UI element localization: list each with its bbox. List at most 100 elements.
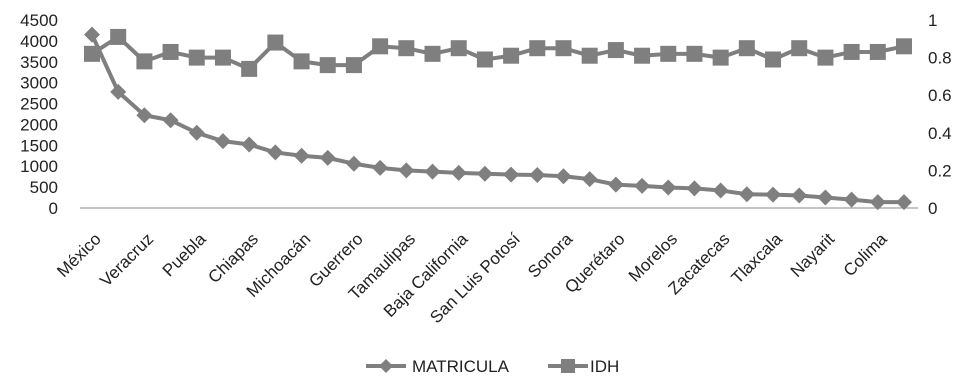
square-marker: [765, 51, 782, 68]
square-marker: [561, 359, 575, 373]
legend-label: IDH: [590, 357, 619, 376]
diamond-marker: [214, 133, 231, 150]
x-tick-label: México: [53, 229, 105, 281]
series-layer: [84, 26, 912, 211]
y-right-tick-label: 1: [928, 11, 937, 30]
y-right-tick-label: 0: [928, 199, 937, 218]
y-left-tick-label: 1000: [20, 157, 58, 176]
diamond-marker: [555, 168, 572, 185]
diamond-marker: [476, 165, 493, 182]
diamond-marker: [843, 191, 860, 208]
square-marker: [817, 49, 834, 66]
diamond-marker: [738, 186, 755, 203]
diamond-marker: [450, 164, 467, 181]
square-marker: [162, 43, 179, 60]
square-marker: [241, 60, 258, 77]
square-marker: [372, 38, 389, 55]
diamond-marker: [686, 180, 703, 197]
square-marker: [84, 45, 100, 62]
diamond-marker: [503, 166, 520, 183]
x-tick-label: Nayarit: [787, 229, 839, 281]
y-left-tick-label: 1500: [20, 136, 58, 155]
series-line: [90, 33, 904, 205]
diamond-marker: [896, 194, 912, 211]
y-left-tick-label: 3500: [20, 53, 58, 72]
y-right-tick-label: 0.4: [928, 124, 952, 143]
square-marker: [581, 47, 598, 64]
diamond-marker: [379, 359, 393, 373]
square-marker: [450, 40, 467, 57]
legend-label: MATRICULA: [412, 357, 510, 376]
diamond-marker: [372, 159, 389, 176]
diamond-marker: [712, 182, 729, 199]
x-tick-label: Puebla: [159, 229, 210, 280]
y-left-tick-label: 2000: [20, 115, 58, 134]
square-marker: [319, 57, 336, 74]
square-marker: [476, 51, 493, 68]
square-marker: [503, 47, 520, 64]
diamond-marker: [267, 144, 284, 161]
y-left-tick-label: 2500: [20, 95, 58, 114]
y-left-tick-label: 3000: [20, 74, 58, 93]
x-tick-label: Tlaxcala: [728, 229, 787, 288]
diamond-marker: [765, 186, 782, 203]
diamond-marker: [136, 107, 153, 124]
x-tick-label: Colima: [840, 229, 891, 280]
diamond-marker: [607, 176, 624, 193]
diamond-marker: [398, 162, 415, 179]
diamond-marker: [817, 189, 834, 206]
legend-item-idh: IDH: [548, 357, 619, 376]
diamond-marker: [660, 179, 677, 196]
square-marker: [398, 40, 415, 57]
diamond-marker: [162, 112, 179, 129]
y-right-tick-label: 0.2: [928, 161, 952, 180]
square-marker: [607, 42, 624, 59]
diamond-marker: [188, 124, 205, 141]
square-marker: [555, 40, 572, 57]
diamond-marker: [84, 26, 100, 43]
square-marker: [712, 49, 729, 66]
diamond-marker: [241, 136, 258, 153]
square-marker: [267, 34, 284, 51]
y-right-tick-label: 0.6: [928, 86, 952, 105]
x-tick-label: San Luis Potosí: [426, 229, 524, 327]
x-tick-label: Veracruz: [96, 229, 157, 290]
square-marker: [869, 43, 886, 60]
square-marker: [896, 38, 912, 55]
square-marker: [660, 45, 677, 62]
diamond-marker: [110, 83, 127, 100]
legend: MATRICULA IDH: [366, 357, 619, 376]
diamond-marker: [529, 166, 546, 183]
square-marker: [738, 40, 755, 57]
square-marker: [136, 53, 153, 70]
diamond-marker: [791, 187, 808, 204]
y-left-tick-label: 500: [30, 178, 58, 197]
square-marker: [110, 28, 127, 45]
series-idh: [84, 28, 912, 77]
y-left-tick-label: 0: [49, 199, 58, 218]
square-marker: [843, 43, 860, 60]
square-marker: [686, 45, 703, 62]
diamond-marker: [634, 177, 651, 194]
y-left-tick-label: 4500: [20, 11, 58, 30]
y-right-tick-label: 0.8: [928, 49, 952, 68]
x-tick-label: Sonora: [524, 229, 577, 282]
y-right-ticks: 0 0.2 0.4 0.6 0.8 1: [928, 11, 952, 218]
square-marker: [529, 40, 546, 57]
square-marker: [188, 49, 205, 66]
diamond-marker: [869, 194, 886, 211]
diamond-marker: [293, 147, 310, 164]
square-marker: [293, 53, 310, 70]
diamond-marker: [319, 149, 336, 166]
legend-item-matricula: MATRICULA: [366, 357, 510, 376]
square-marker: [424, 45, 441, 62]
diamond-marker: [345, 155, 362, 172]
diamond-marker: [581, 171, 598, 188]
series-line: [90, 34, 905, 71]
diamond-marker: [424, 163, 441, 180]
square-marker: [791, 40, 808, 57]
square-marker: [214, 49, 231, 66]
square-marker: [345, 57, 362, 74]
